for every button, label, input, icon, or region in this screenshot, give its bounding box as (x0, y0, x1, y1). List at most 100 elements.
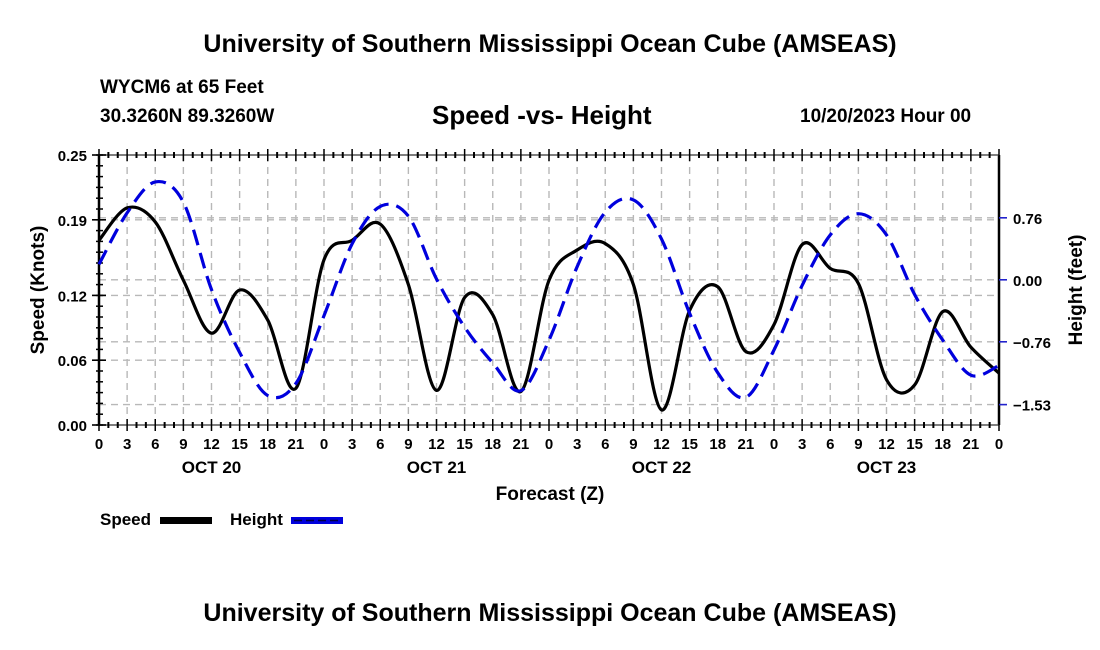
x-tick-label: 9 (179, 436, 187, 453)
y-axis-title-left: Speed (Knots) (28, 226, 49, 355)
data-point-height (379, 205, 382, 208)
data-point-height (857, 212, 860, 215)
data-point-speed (294, 387, 297, 390)
data-point-height (576, 265, 579, 268)
grid (99, 155, 999, 425)
data-point-height (716, 371, 719, 374)
data-point-speed (98, 239, 101, 242)
x-tick-label: 0 (545, 436, 553, 453)
y-tick-label-right: 0.00 (1013, 273, 1042, 290)
y-tick-label-right: −0.76 (1013, 335, 1051, 352)
data-point-height (435, 278, 438, 281)
data-point-height (548, 339, 551, 342)
data-point-speed (604, 242, 607, 245)
data-point-speed (969, 346, 972, 349)
x-tick-label: 21 (738, 436, 755, 453)
data-point-height (463, 326, 466, 329)
x-tick-label: 6 (151, 436, 159, 453)
ticks (92, 149, 1007, 431)
x-tick-label: 15 (231, 436, 248, 453)
y-tick-label-right: 0.76 (1013, 211, 1042, 228)
coordinates-label: 30.3260N 89.3260W (100, 106, 275, 127)
data-point-height (998, 364, 1001, 367)
data-point-height (688, 312, 691, 315)
x-tick-label: 6 (826, 436, 834, 453)
station-label: WYCM6 at 65 Feet (100, 77, 264, 98)
x-tick-label: 9 (404, 436, 412, 453)
x-tick-label: 21 (963, 436, 980, 453)
data-point-speed (632, 283, 635, 286)
x-tick-label: 21 (513, 436, 530, 453)
x-tick-label: 21 (288, 436, 305, 453)
series-line-speed (97, 205, 1001, 412)
y-axis-title-right: Height (feet) (1066, 235, 1087, 346)
data-point-speed (716, 285, 719, 288)
data-point-height (98, 263, 101, 266)
x-tick-label: 6 (376, 436, 384, 453)
chart-title: Speed -vs- Height (432, 100, 652, 130)
x-tick-label: 15 (681, 436, 698, 453)
x-day-label: OCT 21 (407, 458, 467, 477)
x-day-label: OCT 22 (632, 458, 692, 477)
x-tick-label: 12 (878, 436, 895, 453)
data-point-speed (913, 384, 916, 387)
data-point-speed (182, 279, 185, 282)
x-tick-label: 9 (854, 436, 862, 453)
data-point-height (660, 238, 663, 241)
x-day-label: OCT 20 (182, 458, 242, 477)
data-point-speed (154, 221, 157, 224)
data-point-speed (548, 279, 551, 282)
data-point-speed (857, 282, 860, 285)
data-point-speed (885, 378, 888, 381)
x-tick-label: 12 (428, 436, 445, 453)
data-point-speed (407, 283, 410, 286)
data-point-height (407, 215, 410, 218)
x-tick-label: 0 (320, 436, 328, 453)
x-tick-label: 3 (123, 436, 131, 453)
x-tick-label: 9 (629, 436, 637, 453)
data-point-height (491, 362, 494, 365)
data-point-speed (379, 223, 382, 226)
x-tick-label: 6 (601, 436, 609, 453)
series (97, 179, 1001, 412)
legend-height-dash-icon (294, 519, 341, 522)
data-point-height (238, 351, 241, 354)
y-tick-label: 0.12 (58, 288, 87, 305)
x-tick-label: 18 (709, 436, 726, 453)
data-point-speed (941, 310, 944, 313)
y-tick-label: 0.06 (58, 353, 87, 370)
data-point-height (941, 339, 944, 342)
legend-height-swatch (291, 517, 343, 524)
x-tick-label: 18 (259, 436, 276, 453)
y-tick-label-right: −1.53 (1013, 398, 1051, 415)
x-tick-label: 15 (456, 436, 473, 453)
data-point-speed (210, 332, 213, 335)
data-point-speed (323, 258, 326, 261)
x-tick-label: 15 (906, 436, 923, 453)
tick-labels: 0 3 6 9 12 15 18 21 0 3 6 9 12 15 18 21 0 3 6 9 12 15 18 21 0 3 6 9… (28, 148, 1087, 505)
data-point-height (829, 233, 832, 236)
data-point-height (182, 201, 185, 204)
data-point-speed (238, 289, 241, 292)
legend-height-label: Height (230, 510, 283, 529)
x-tick-label: 3 (798, 436, 806, 453)
legend-speed-swatch (160, 517, 212, 524)
data-point-height (266, 394, 269, 397)
data-point-height (154, 180, 157, 183)
data-point-speed (463, 296, 466, 299)
datetime-label: 10/20/2023 Hour 00 (800, 106, 972, 127)
y-tick-label: 0.25 (58, 148, 87, 165)
data-point-height (801, 284, 804, 287)
data-point-height (126, 211, 129, 214)
data-point-speed (998, 372, 1001, 375)
data-point-height (773, 349, 776, 352)
x-axis-title: Forecast (Z) (496, 484, 605, 505)
data-point-speed (801, 243, 804, 246)
data-point-height (913, 293, 916, 296)
data-point-height (885, 233, 888, 236)
data-point-height (323, 314, 326, 317)
x-tick-label: 18 (484, 436, 501, 453)
data-point-speed (829, 267, 832, 270)
data-point-height (294, 382, 297, 385)
